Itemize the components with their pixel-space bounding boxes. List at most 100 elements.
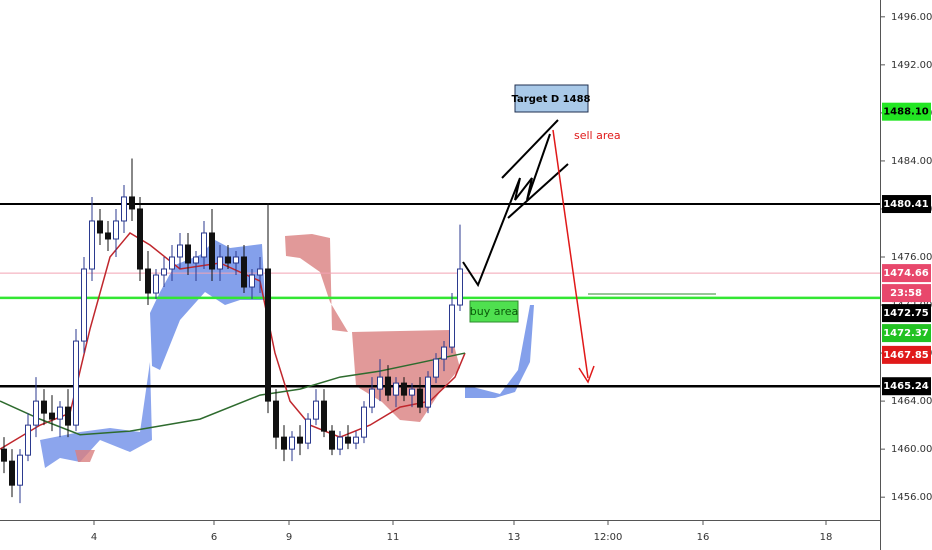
candle-body	[57, 406, 63, 420]
candle-body	[209, 232, 215, 270]
candle-body	[281, 436, 287, 450]
y-tick-label: 1484.00	[891, 156, 932, 167]
candle-body	[137, 208, 143, 270]
candle-body	[241, 256, 247, 288]
candle-body	[193, 256, 199, 264]
price-label-box	[882, 324, 931, 343]
candle-body	[25, 424, 31, 456]
projection-path	[462, 133, 551, 288]
candle-body	[257, 268, 263, 276]
y-tick-label: 1460.00	[891, 444, 932, 455]
candle-body	[409, 388, 415, 396]
candle-body	[169, 256, 175, 270]
levels	[0, 203, 880, 388]
candle-body	[417, 388, 423, 408]
sell-arrow	[552, 129, 589, 379]
candle-body	[273, 400, 279, 438]
candle-body	[297, 436, 303, 444]
target-label: Target D 1488	[511, 94, 590, 105]
candle-body	[41, 400, 47, 414]
candle-body	[329, 430, 335, 450]
candle-body	[217, 256, 223, 270]
candle-body	[145, 268, 151, 294]
y-tick-label: 1492.00	[891, 60, 932, 71]
cloud-bullish	[40, 362, 152, 468]
price-label-box	[882, 264, 931, 283]
candle-body	[49, 412, 55, 420]
x-tick-label: 12:00	[594, 532, 623, 543]
candle-body	[185, 244, 191, 264]
price-label: 1472.37	[883, 328, 929, 339]
price-label: 1480.41	[883, 199, 929, 210]
candle-body	[377, 376, 383, 390]
x-tick-label: 9	[286, 532, 292, 543]
cloud-bearish	[75, 450, 95, 462]
candle-body	[177, 244, 183, 258]
x-tick-label: 13	[508, 532, 521, 543]
price-label: 1467.85	[883, 350, 929, 361]
candle-body	[225, 256, 231, 264]
drawings: Target D 1488 sell area buy area	[462, 84, 716, 384]
buy-box	[469, 300, 519, 323]
candle-body	[265, 268, 271, 402]
candle-body	[113, 220, 119, 240]
y-tick-label: 1496.00	[891, 12, 932, 23]
candle-body	[73, 340, 79, 426]
candle-body	[33, 400, 39, 426]
price-label: 1474.66	[883, 268, 929, 279]
candle-body	[17, 454, 23, 486]
time-axis-bg	[0, 520, 932, 550]
cloud-bullish	[465, 305, 534, 398]
price-label-box	[882, 377, 931, 396]
cloud-bearish	[285, 234, 348, 332]
price-label: 1488.10	[883, 107, 929, 118]
price-label: 1465.24	[883, 381, 929, 392]
candle-body	[345, 436, 351, 444]
price-label-box	[882, 284, 931, 303]
candle-body	[361, 406, 367, 438]
candle-body	[129, 196, 135, 210]
candle-body	[249, 274, 255, 288]
y-tick-label: 1456.00	[891, 492, 932, 503]
candle-body	[161, 268, 167, 276]
moving-average	[0, 352, 466, 436]
wedge-line	[507, 163, 569, 219]
y-tick-label: 1464.00	[891, 396, 932, 407]
candles	[0, 158, 466, 504]
candle-body	[321, 400, 327, 432]
y-tick-label: 1476.00	[891, 252, 932, 263]
x-tick-label: 18	[820, 532, 833, 543]
price-label: 23:58	[890, 288, 922, 299]
candle-body	[121, 196, 127, 222]
sell-arrowhead	[578, 365, 595, 384]
candle-body	[89, 220, 95, 270]
x-tick-label: 6	[211, 532, 217, 543]
candle-body	[105, 232, 111, 240]
candle-body	[457, 268, 463, 306]
candle-body	[393, 382, 399, 396]
candle-body	[425, 376, 431, 408]
candle-body	[313, 400, 319, 420]
price-label-box	[882, 304, 931, 323]
axes: 1456.001460.001464.001468.001472.001476.…	[91, 12, 932, 543]
candle-body	[1, 448, 7, 462]
candle-body	[385, 376, 391, 396]
candle-body	[201, 232, 207, 258]
candle-body	[97, 220, 103, 234]
candle-body	[233, 256, 239, 264]
x-tick-label: 4	[91, 532, 97, 543]
candle-body	[81, 268, 87, 342]
candle-body	[441, 346, 447, 360]
candle-body	[449, 304, 455, 348]
target-box	[514, 84, 589, 113]
candle-body	[153, 274, 159, 294]
x-tick-label: 11	[387, 532, 400, 543]
sell-label: sell area	[574, 129, 621, 142]
candle-body	[353, 436, 359, 444]
price-label: 1472.75	[883, 308, 929, 319]
candle-body	[65, 406, 71, 426]
candle-body	[401, 382, 407, 396]
candle-body	[305, 418, 311, 444]
